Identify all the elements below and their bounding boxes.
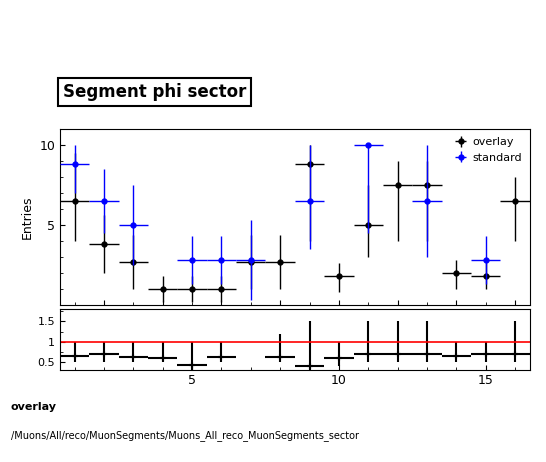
Text: Segment phi sector: Segment phi sector	[63, 83, 246, 101]
Text: overlay: overlay	[11, 402, 57, 412]
Text: /Muons/All/reco/MuonSegments/Muons_All_reco_MuonSegments_sector: /Muons/All/reco/MuonSegments/Muons_All_r…	[11, 430, 359, 441]
Legend: overlay, standard: overlay, standard	[450, 135, 524, 165]
Y-axis label: Entries: Entries	[21, 195, 34, 239]
